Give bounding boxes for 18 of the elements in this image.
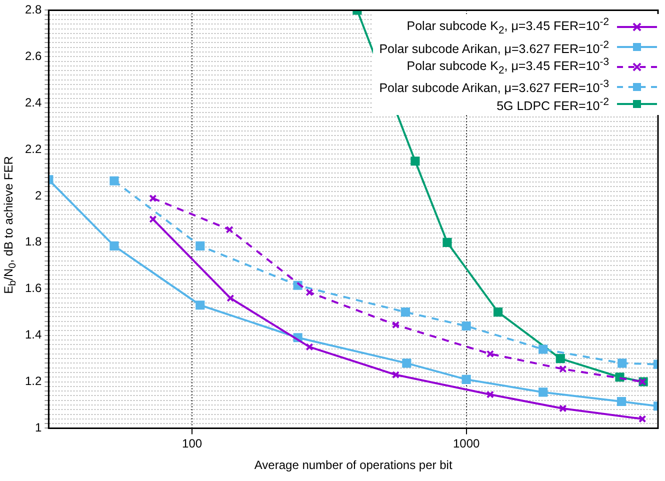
- y-tick-label: 2.2: [24, 142, 42, 156]
- y-tick-label: 1.2: [24, 374, 42, 388]
- legend-label: Polar subcode Arikan, μ=3.627 FER=10$^{-2}$: [379, 38, 609, 56]
- y-tick-label: 2.8: [24, 2, 42, 17]
- y-tick-label: 2.4: [24, 95, 42, 110]
- x-tick-label: 100: [182, 436, 202, 451]
- y-tick-label: 1.6: [24, 281, 42, 296]
- y-tick-label: 2.6: [24, 48, 42, 63]
- y-tick-label: 1.8: [24, 234, 42, 249]
- x-tick-label: 1000: [452, 436, 480, 451]
- legend-label: 5G LDPC FER=10$^{-2}$: [496, 96, 609, 113]
- y-tick-label: 2: [34, 188, 42, 202]
- x-axis-title: Average number of operations per bit: [254, 458, 453, 472]
- legend-label: Polar subcode K$_{2}$, μ=3.45 FER=10$^{-3}$: [406, 56, 609, 78]
- y-tick-label: 1: [34, 420, 42, 435]
- y-tick-label: 1.4: [24, 328, 42, 342]
- legend-label: Polar subcode Arikan, μ=3.627 FER=10$^{-3}$: [379, 78, 609, 96]
- legend-label: Polar subcode K$_{2}$, μ=3.45 FER=10$^{-2}$: [406, 16, 609, 39]
